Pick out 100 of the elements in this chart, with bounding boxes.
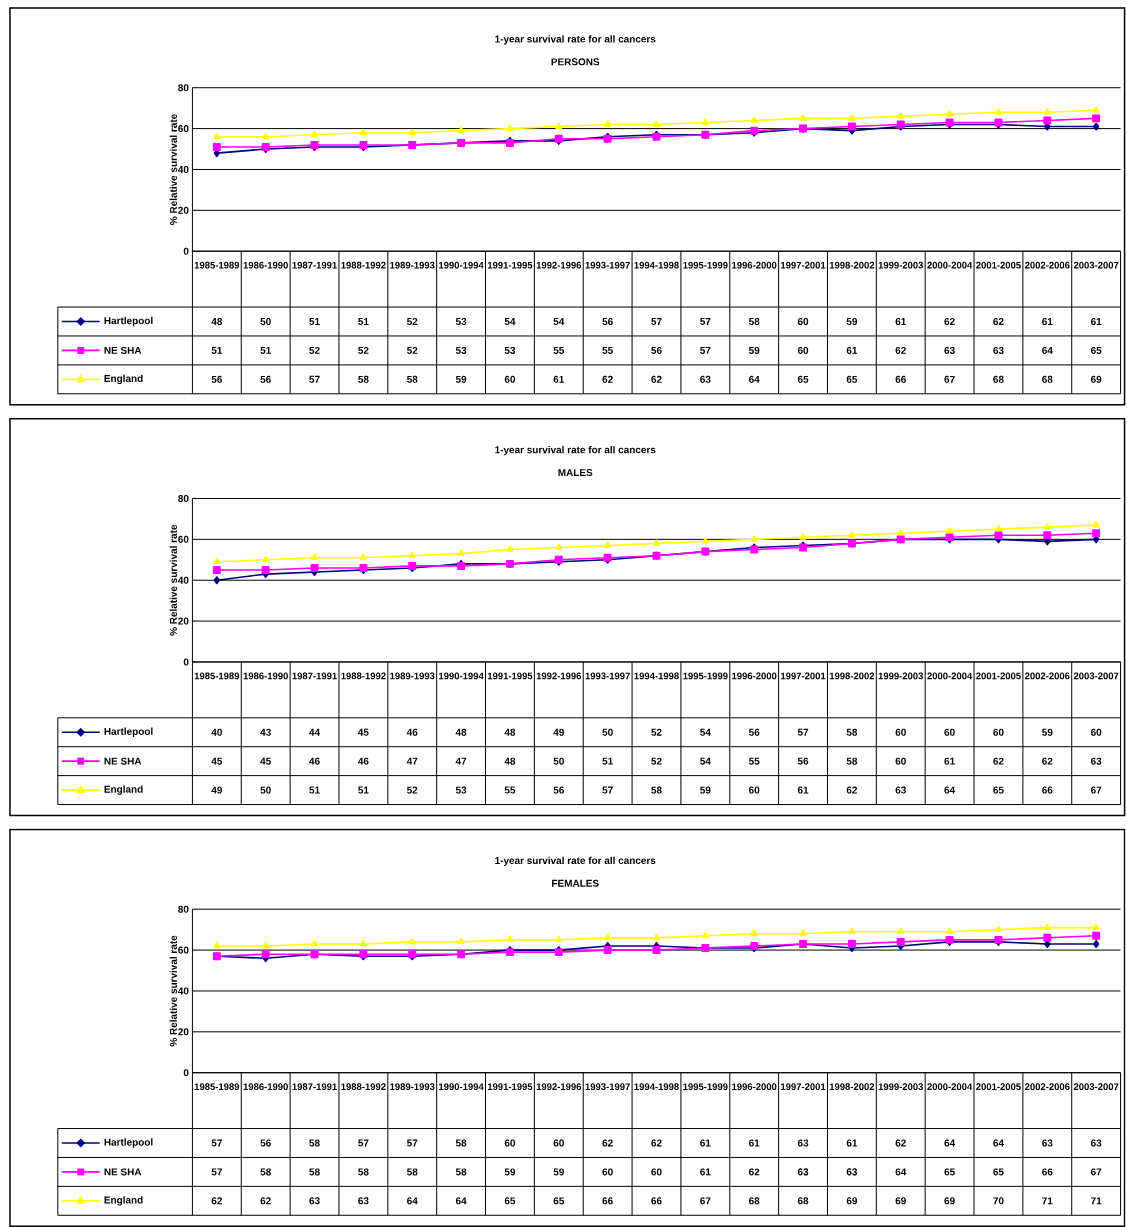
data-label: 60 (798, 346, 809, 354)
data-label: 64 (895, 1168, 907, 1176)
data-label: 45 (260, 757, 272, 765)
legend-label: NE SHA (104, 1168, 142, 1176)
data-label: 69 (944, 1197, 955, 1205)
data-label: 62 (651, 1139, 662, 1147)
data-label: 62 (846, 786, 858, 794)
data-label: 51 (358, 318, 369, 325)
x-tick-label: 1985-1989 (195, 1083, 240, 1091)
data-label: 44 (309, 728, 321, 736)
data-label: 69 (846, 1197, 858, 1205)
data-label: 50 (260, 786, 272, 794)
data-label: 61 (749, 1139, 760, 1147)
data-label: 55 (749, 757, 760, 765)
x-tick-label: 2001-2005 (976, 1083, 1022, 1091)
x-tick-label: 1992-1996 (536, 261, 582, 269)
x-tick-label: 2001-2005 (976, 261, 1022, 269)
data-label: 48 (211, 317, 223, 326)
data-label: 63 (944, 346, 956, 354)
data-label: 60 (798, 317, 809, 326)
data-label: 46 (358, 757, 369, 765)
x-tick-label: 1997-2001 (781, 261, 826, 269)
data-label: 56 (260, 1139, 272, 1147)
data-label: 47 (455, 757, 467, 765)
data-label: 51 (211, 346, 223, 354)
data-label: 58 (846, 728, 858, 736)
data-label: 64 (1042, 346, 1054, 354)
data-label: 62 (993, 757, 1004, 765)
data-label: 63 (1042, 1139, 1053, 1147)
y-tick-label: 60 (178, 946, 189, 954)
legend-label: England (104, 374, 143, 385)
data-label: 52 (358, 346, 369, 354)
x-tick-label: 2001-2005 (976, 672, 1022, 680)
x-tick-label: 1998-2002 (830, 672, 875, 680)
data-label: 62 (749, 1168, 760, 1176)
data-label: 49 (553, 728, 565, 736)
data-label: 57 (700, 318, 711, 325)
x-tick-label: 1994-1998 (634, 261, 680, 269)
chart-title: 1-year survival rate for all cancers (495, 35, 656, 45)
x-tick-label: 1998-2002 (830, 1083, 875, 1091)
data-label: 57 (798, 728, 809, 736)
data-label: 61 (700, 1168, 711, 1176)
x-tick-label: 1995-1999 (683, 1083, 728, 1091)
data-label: 63 (798, 1139, 809, 1147)
data-label: 56 (749, 728, 760, 736)
data-label: 53 (456, 346, 467, 354)
data-label: 52 (309, 346, 320, 354)
y-tick-label: 0 (183, 1069, 189, 1077)
data-label: 67 (944, 375, 955, 383)
x-tick-label: 1997-2001 (781, 1083, 826, 1091)
x-tick-label: 1994-1998 (634, 1083, 680, 1091)
x-tick-label: 1987-1991 (292, 1083, 338, 1091)
data-label: 65 (993, 1168, 1004, 1176)
x-tick-label: 1994-1998 (634, 672, 680, 680)
data-label: 56 (260, 375, 272, 383)
data-label: 59 (1042, 728, 1053, 736)
data-label: 55 (553, 346, 565, 354)
x-tick-label: 1992-1996 (536, 672, 582, 680)
chart-title: 1-year survival rate for all cancers (495, 445, 656, 456)
x-tick-label: 1985-1989 (195, 261, 240, 269)
data-label: 60 (895, 757, 907, 765)
x-tick-label: 1987-1991 (292, 261, 338, 269)
x-tick-label: 1993-1997 (585, 672, 631, 680)
data-label: 69 (895, 1197, 907, 1205)
x-tick-label: 1999-2003 (878, 1083, 924, 1091)
data-label: 52 (651, 728, 662, 736)
data-label: 60 (651, 1168, 662, 1176)
y-tick-label: 60 (178, 125, 189, 133)
data-label: 63 (846, 1168, 858, 1176)
data-label: 67 (700, 1197, 711, 1205)
data-label: 48 (455, 728, 467, 736)
y-tick-label: 40 (178, 165, 189, 173)
x-tick-label: 1996-2000 (732, 261, 777, 269)
data-label: 57 (700, 346, 711, 354)
data-label: 52 (407, 346, 418, 354)
y-tick-label: 40 (178, 576, 189, 584)
legend-label: England (104, 1196, 143, 1206)
data-label: 60 (895, 728, 907, 736)
data-label: 71 (1042, 1197, 1053, 1205)
data-label: 63 (309, 1197, 320, 1205)
data-label: 60 (749, 786, 760, 794)
y-tick-label: 80 (178, 494, 189, 502)
y-tick-label: 20 (178, 1028, 189, 1036)
data-label: 62 (944, 317, 955, 326)
data-label: 61 (798, 786, 809, 794)
data-label: 61 (895, 317, 907, 326)
data-label: 62 (993, 317, 1004, 326)
x-tick-label: 2000-2004 (927, 672, 973, 680)
data-label: 60 (993, 728, 1004, 736)
data-label: 59 (846, 317, 858, 326)
data-label: 64 (749, 375, 760, 383)
x-tick-label: 1990-1994 (439, 672, 484, 680)
data-label: 59 (749, 346, 760, 354)
data-label: 60 (602, 1168, 613, 1176)
x-tick-label: 1986-1990 (243, 672, 289, 680)
chart-title: 1-year survival rate for all cancers (495, 856, 656, 867)
x-tick-label: 1988-1992 (341, 261, 386, 269)
x-tick-label: 1997-2001 (781, 672, 826, 680)
data-label: 66 (651, 1197, 662, 1205)
data-label: 62 (895, 1139, 907, 1147)
